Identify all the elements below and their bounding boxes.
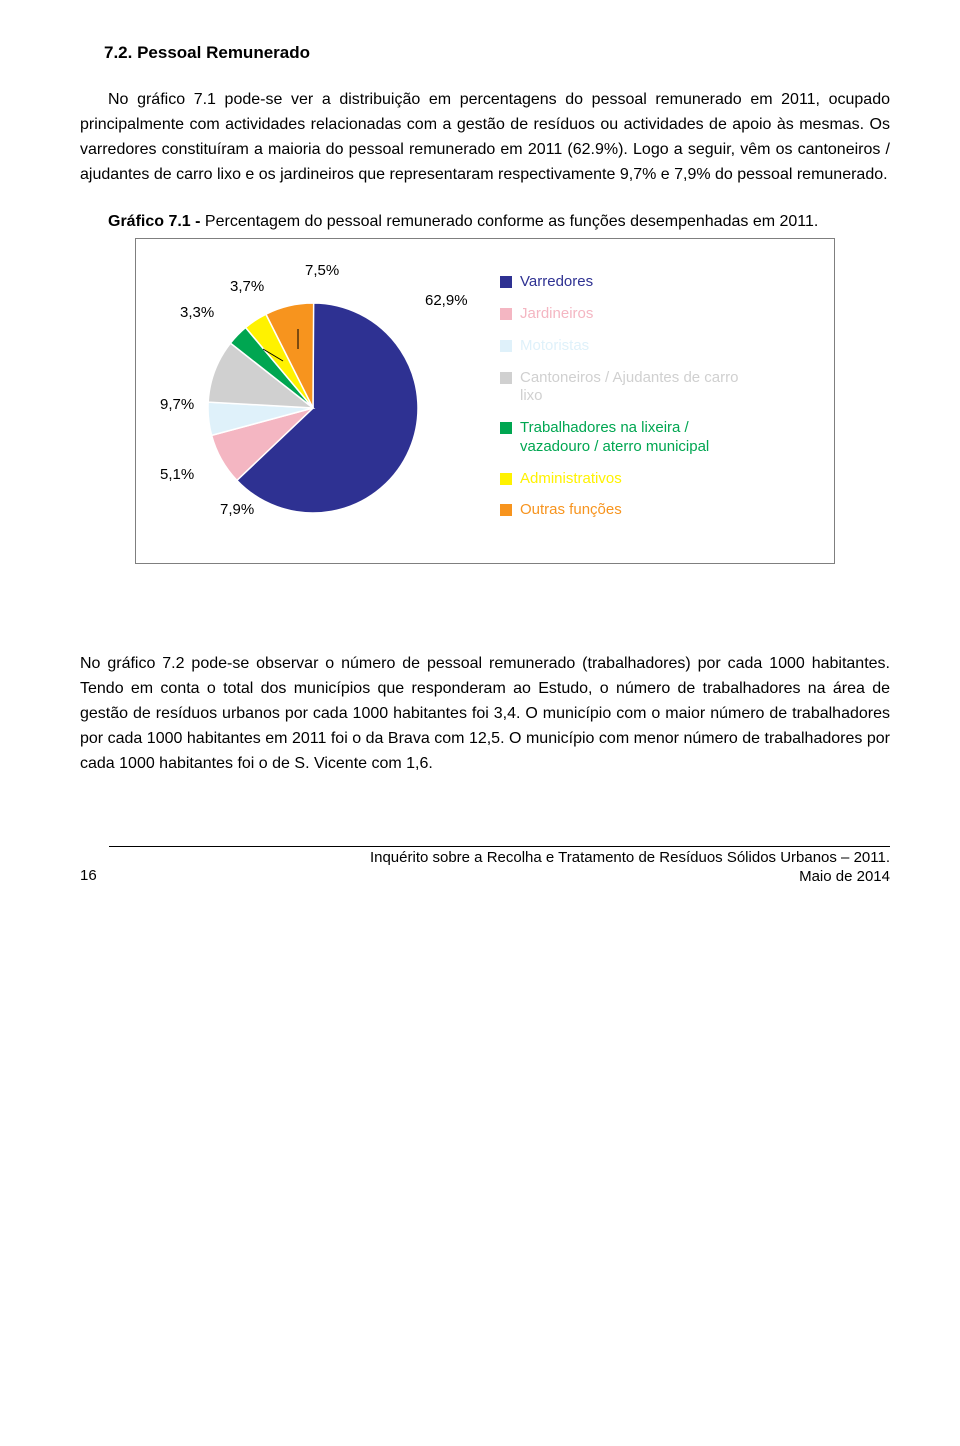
legend-item-cantoneiros: Cantoneiros / Ajudantes de carro lixo — [500, 369, 750, 407]
legend-item-varredores: Varredores — [500, 273, 750, 292]
legend-swatch — [500, 276, 512, 288]
legend-label: Trabalhadores na lixeira / vazadouro / a… — [520, 419, 750, 457]
pie-label-varredores: 62,9% — [425, 289, 468, 312]
legend-label: Outras funções — [520, 501, 622, 520]
pie-label-outras: 7,5% — [305, 259, 339, 282]
page-footer: 16 Inquérito sobre a Recolha e Tratament… — [80, 846, 890, 887]
page-number: 16 — [80, 864, 109, 887]
legend-label: Cantoneiros / Ajudantes de carro lixo — [520, 369, 750, 407]
footer-line2: Maio de 2014 — [799, 868, 890, 885]
legend-item-administrativos: Administrativos — [500, 470, 750, 489]
chart-caption-bold: Gráfico 7.1 - — [108, 213, 200, 230]
pie-label-motoristas: 5,1% — [160, 463, 194, 486]
footer-line1: Inquérito sobre a Recolha e Tratamento d… — [370, 849, 890, 866]
pie-label-trabalhadores: 3,3% — [180, 301, 214, 324]
pie-label-administrativos: 3,7% — [230, 275, 264, 298]
paragraph-2: No gráfico 7.2 pode-se observar o número… — [80, 652, 890, 776]
paragraph-1: No gráfico 7.1 pode-se ver a distribuiçã… — [80, 88, 890, 187]
chart-container: 62,9% 7,9% 5,1% 9,7% 3,3% 3,7% 7,5% Varredores… — [135, 238, 835, 564]
legend-item-outras: Outras funções — [500, 501, 750, 520]
section-title: Pessoal Remunerado — [137, 43, 310, 62]
legend-swatch — [500, 340, 512, 352]
legend-swatch — [500, 372, 512, 384]
section-number: 7.2. — [104, 43, 132, 62]
legend-label: Motoristas — [520, 337, 589, 356]
chart-caption: Gráfico 7.1 - Percentagem do pessoal rem… — [80, 210, 890, 235]
legend-label: Administrativos — [520, 470, 622, 489]
legend-item-motoristas: Motoristas — [500, 337, 750, 356]
legend-item-trabalhadores: Trabalhadores na lixeira / vazadouro / a… — [500, 419, 750, 457]
legend-item-jardineiros: Jardineiros — [500, 305, 750, 324]
pie-label-cantoneiros: 9,7% — [160, 393, 194, 416]
legend-swatch — [500, 504, 512, 516]
pie-wrap: 62,9% 7,9% 5,1% 9,7% 3,3% 3,7% 7,5% — [150, 253, 480, 543]
legend-label: Jardineiros — [520, 305, 593, 324]
pie-chart — [198, 293, 428, 523]
footer-text: Inquérito sobre a Recolha e Tratamento d… — [109, 846, 890, 887]
legend-swatch — [500, 422, 512, 434]
chart-caption-rest: Percentagem do pessoal remunerado confor… — [200, 213, 818, 230]
pie-label-jardineiros: 7,9% — [220, 498, 254, 521]
section-heading: 7.2. Pessoal Remunerado — [80, 40, 890, 66]
legend-swatch — [500, 308, 512, 320]
legend-label: Varredores — [520, 273, 593, 292]
legend-swatch — [500, 473, 512, 485]
chart-legend: Varredores Jardineiros Motoristas Cantoneir… — [500, 253, 750, 520]
